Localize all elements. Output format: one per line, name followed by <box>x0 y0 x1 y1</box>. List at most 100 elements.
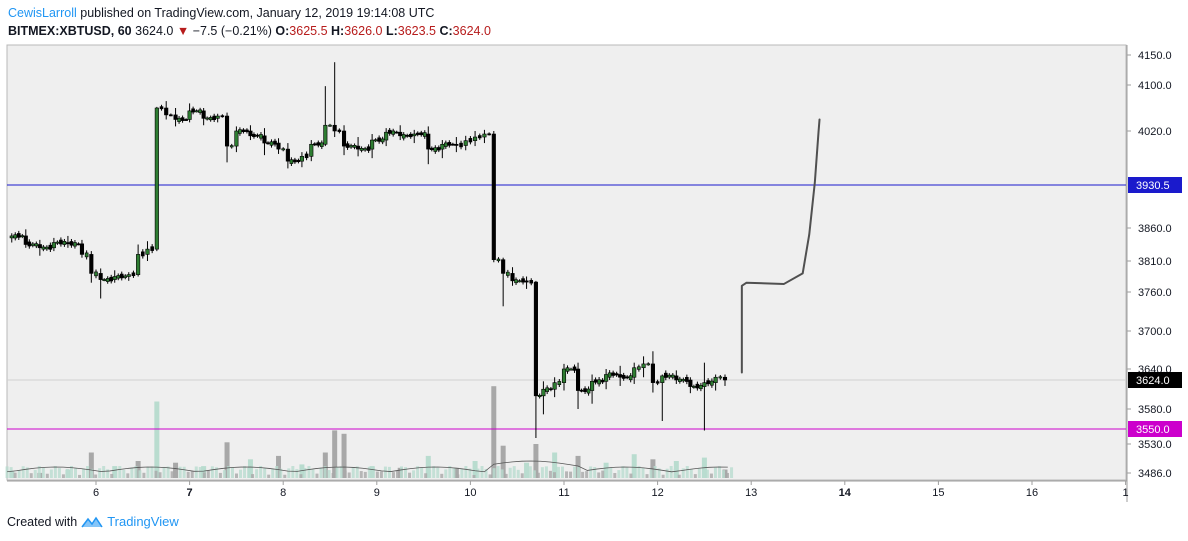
candle[interactable] <box>632 362 637 384</box>
candle[interactable] <box>45 245 49 251</box>
candle[interactable] <box>224 112 230 163</box>
candle[interactable] <box>517 279 522 283</box>
candle[interactable] <box>154 106 159 252</box>
candle[interactable] <box>289 157 294 166</box>
candle[interactable] <box>524 276 529 289</box>
candle[interactable] <box>685 374 689 385</box>
candle[interactable] <box>126 272 131 281</box>
candle[interactable] <box>695 381 700 391</box>
candle[interactable] <box>164 101 169 120</box>
candle[interactable] <box>702 362 707 431</box>
candle[interactable] <box>637 364 641 372</box>
candle[interactable] <box>37 239 42 256</box>
candle[interactable] <box>145 241 150 261</box>
candle[interactable] <box>533 280 538 438</box>
candle[interactable] <box>184 118 188 121</box>
candle[interactable] <box>583 386 587 395</box>
candle[interactable] <box>549 386 553 392</box>
candle[interactable] <box>79 239 85 258</box>
candle[interactable] <box>604 369 609 390</box>
candle[interactable] <box>341 125 347 156</box>
candle[interactable] <box>337 128 342 134</box>
candle[interactable] <box>660 374 665 422</box>
candle[interactable] <box>89 251 94 283</box>
candle[interactable] <box>131 270 136 278</box>
candle[interactable] <box>23 229 28 248</box>
candle[interactable] <box>119 271 124 281</box>
candle[interactable] <box>572 364 577 373</box>
candle[interactable] <box>273 138 277 147</box>
candle[interactable] <box>84 250 89 260</box>
candle[interactable] <box>419 130 424 137</box>
candle[interactable] <box>405 133 410 138</box>
candle[interactable] <box>398 125 403 141</box>
candle[interactable] <box>98 268 103 299</box>
candle[interactable] <box>722 374 728 386</box>
candle[interactable] <box>618 365 623 386</box>
candle[interactable] <box>514 277 518 285</box>
candle[interactable] <box>529 278 534 286</box>
candle[interactable] <box>377 135 381 144</box>
candle[interactable] <box>293 157 297 164</box>
candle[interactable] <box>477 133 482 140</box>
candle[interactable] <box>332 62 337 138</box>
candle[interactable] <box>537 393 542 399</box>
candle[interactable] <box>628 373 633 383</box>
candle[interactable] <box>31 242 35 248</box>
candle[interactable] <box>482 129 487 144</box>
candle[interactable] <box>320 140 324 150</box>
candle[interactable] <box>561 363 567 391</box>
candle[interactable] <box>459 140 463 150</box>
candle[interactable] <box>506 269 510 278</box>
candle[interactable] <box>269 139 274 148</box>
candle[interactable] <box>586 386 591 396</box>
candle[interactable] <box>370 134 375 159</box>
candle[interactable] <box>463 135 468 151</box>
candle[interactable] <box>468 136 473 145</box>
candle[interactable] <box>501 257 506 307</box>
candle[interactable] <box>304 151 309 161</box>
candle[interactable] <box>641 356 646 378</box>
candle[interactable] <box>9 233 14 243</box>
candle[interactable] <box>496 257 501 263</box>
candle[interactable] <box>169 113 173 117</box>
candle[interactable] <box>433 145 438 154</box>
candle[interactable] <box>541 381 546 415</box>
candle[interactable] <box>557 379 562 388</box>
candle[interactable] <box>299 152 304 168</box>
candle[interactable] <box>412 129 417 144</box>
candle[interactable] <box>316 140 321 148</box>
candle[interactable] <box>655 379 660 386</box>
candle[interactable] <box>440 140 445 159</box>
candle[interactable] <box>710 378 714 388</box>
candle[interactable] <box>262 128 267 156</box>
candle[interactable] <box>597 376 601 387</box>
candle[interactable] <box>248 125 253 141</box>
candle[interactable] <box>159 104 164 111</box>
candle[interactable] <box>521 276 525 285</box>
candle[interactable] <box>545 385 549 395</box>
candle[interactable] <box>281 147 286 152</box>
candle[interactable] <box>323 86 328 147</box>
tradingview-brand[interactable]: TradingView <box>107 514 179 529</box>
candle[interactable] <box>718 375 723 380</box>
candle[interactable] <box>473 131 478 147</box>
candle[interactable] <box>194 109 199 113</box>
candle[interactable] <box>59 237 63 247</box>
candle[interactable] <box>136 244 141 277</box>
candle[interactable] <box>191 106 195 115</box>
candle[interactable] <box>391 128 395 137</box>
candle[interactable] <box>590 374 595 404</box>
candle[interactable] <box>241 128 246 134</box>
candle[interactable] <box>285 143 290 169</box>
candle[interactable] <box>713 374 718 391</box>
candle[interactable] <box>173 108 178 127</box>
candle[interactable] <box>380 136 385 145</box>
candle[interactable] <box>575 362 581 409</box>
candle[interactable] <box>688 377 693 394</box>
candle[interactable] <box>401 132 406 141</box>
candle[interactable] <box>552 377 557 398</box>
candle[interactable] <box>177 116 181 124</box>
candle[interactable] <box>426 126 431 165</box>
candle[interactable] <box>384 128 389 147</box>
